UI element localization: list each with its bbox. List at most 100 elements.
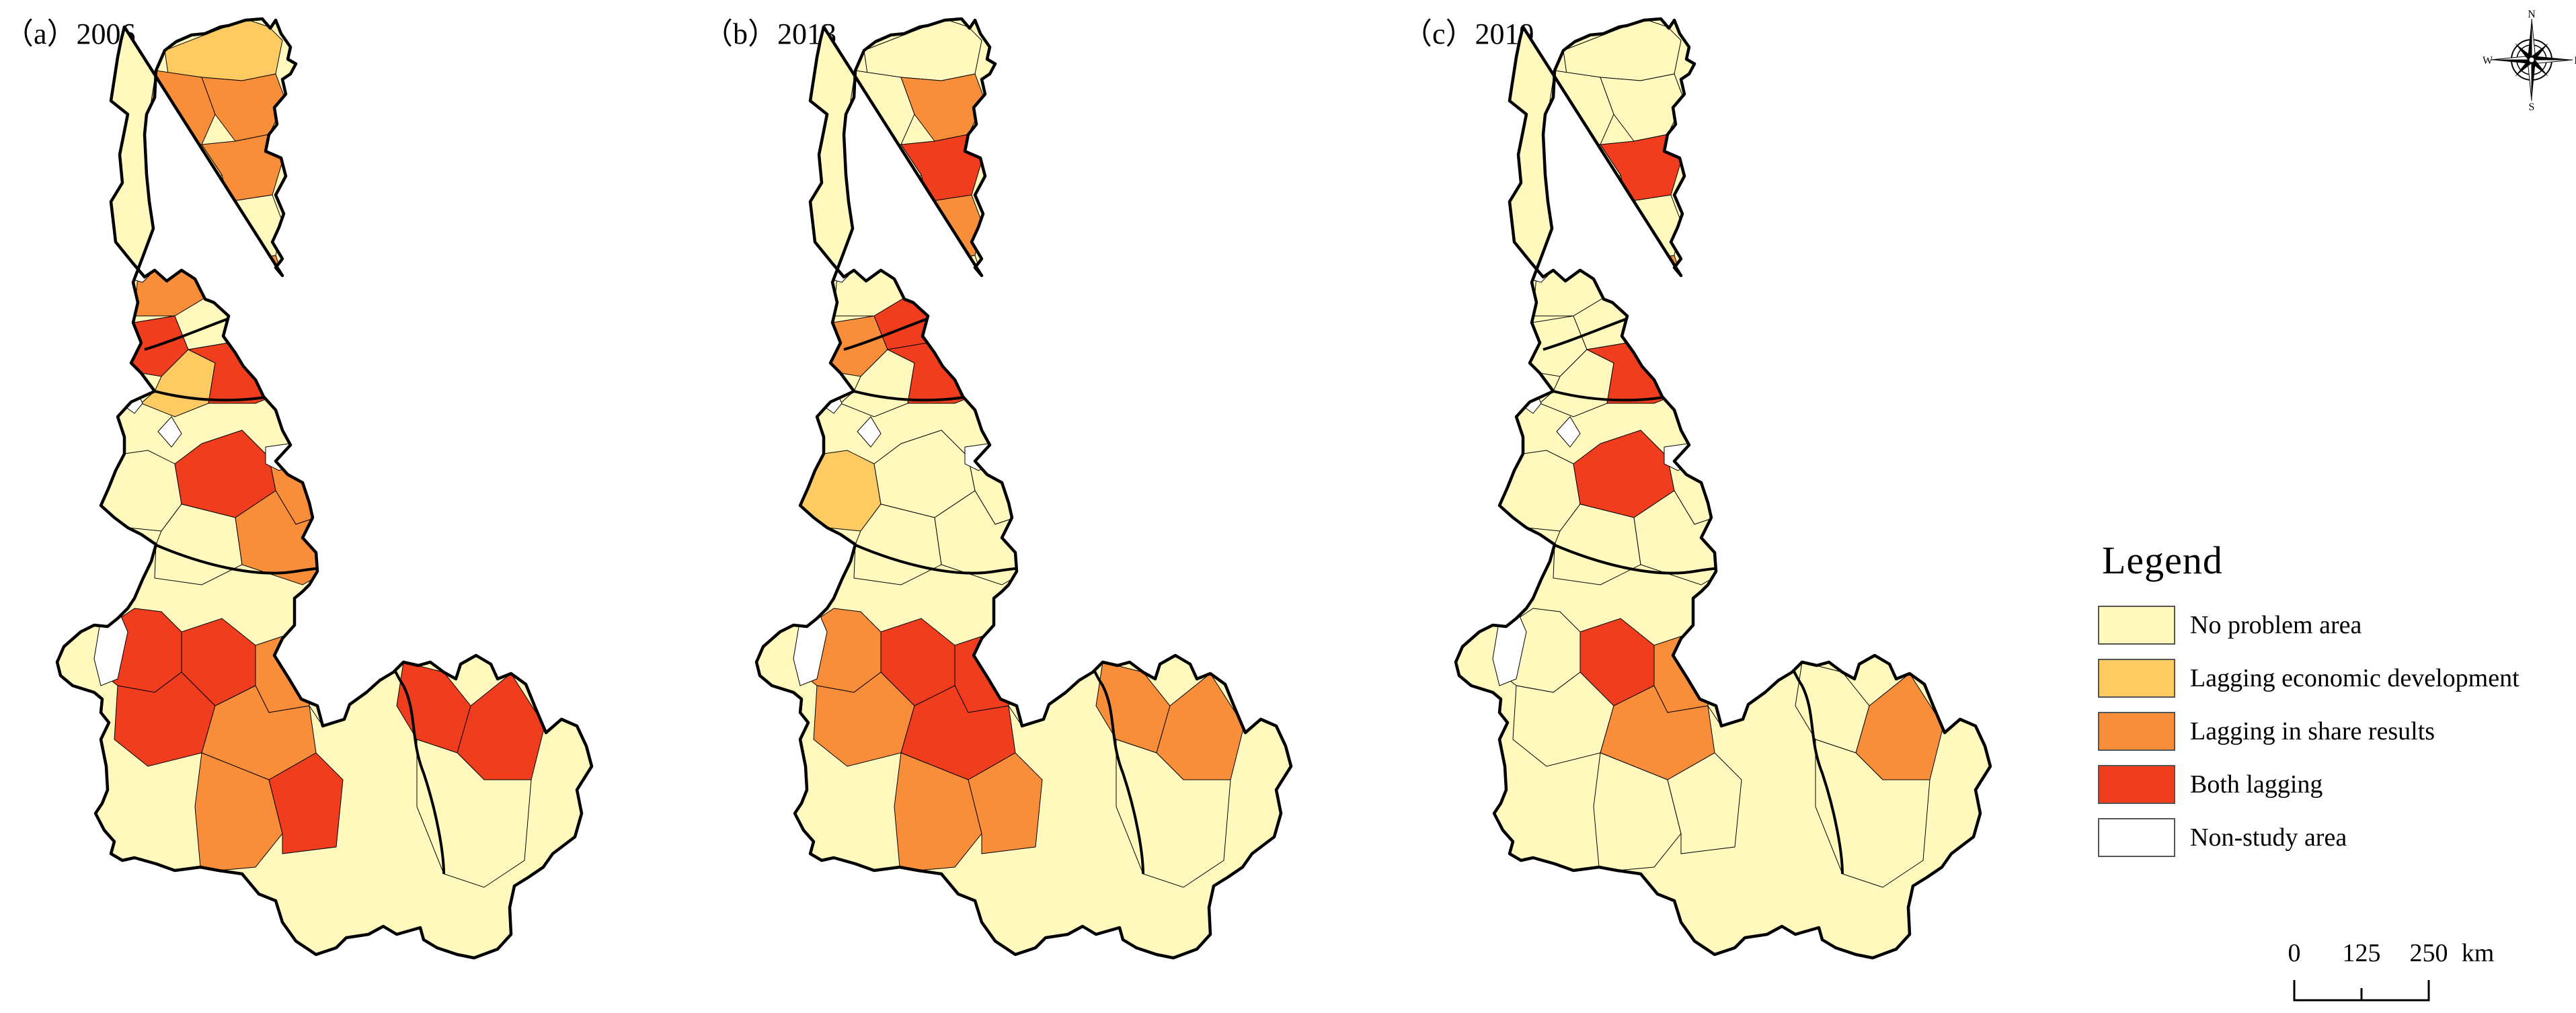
legend-swatch (2098, 818, 2175, 857)
legend-item: No problem area (2098, 603, 2569, 647)
region-cell (1499, 450, 1581, 532)
legend-label: Both lagging (2190, 770, 2323, 799)
region-cell (1563, 19, 1682, 81)
region-cell (1667, 752, 1742, 854)
legend-swatch (2098, 659, 2175, 698)
region-cell (1855, 497, 1937, 585)
region-cell (164, 19, 283, 81)
compass-n: N (2528, 9, 2536, 20)
study-area-outline (754, 17, 1293, 960)
region-cell (144, 201, 202, 270)
region-cell (265, 282, 317, 323)
region-cell (1116, 537, 1184, 619)
region-cell (1801, 389, 1883, 471)
region-cell (1774, 403, 1857, 512)
region-cell (1035, 443, 1117, 532)
province-border (1048, 349, 1212, 526)
region-cell (1015, 295, 1077, 364)
region-cell (900, 134, 982, 202)
legend-item: Both lagging (2098, 762, 2569, 807)
region-cell (1183, 456, 1245, 525)
region-cell (376, 403, 458, 512)
region-cell (1102, 463, 1164, 545)
region-cell (1116, 739, 1231, 888)
region-cell (1543, 201, 1601, 270)
region-cell (403, 463, 465, 545)
province-border (1747, 349, 1911, 526)
region-cell (268, 752, 344, 854)
legend-item: Lagging economic development (2098, 656, 2569, 700)
region-cell (968, 752, 1043, 854)
legend-label: Non-study area (2190, 823, 2347, 852)
region-cell (100, 450, 182, 532)
legend-swatch (2098, 765, 2175, 804)
region-cell (1627, 302, 1695, 350)
region-cell (1707, 349, 1776, 404)
map-panel-2013: （b）2013 (699, 0, 1399, 1013)
region-cell (201, 255, 283, 296)
region-cell (1815, 739, 1930, 888)
region-cell (282, 315, 330, 377)
panel-title: （c）2019 (1403, 17, 1534, 50)
region-cell (1048, 342, 1130, 404)
choropleth-map (55, 17, 594, 960)
legend-title: Legend (2102, 538, 2223, 582)
region-cell (1815, 537, 1883, 619)
region-cell (964, 282, 1016, 323)
region-cell (457, 497, 539, 585)
region-cell (483, 456, 545, 525)
compass-w: W (2483, 55, 2493, 67)
region-cell (1747, 342, 1830, 404)
province-border (1021, 591, 1067, 693)
region-cell (1680, 315, 1729, 377)
region-cell (1801, 463, 1863, 545)
region-cell (863, 19, 982, 81)
region-cell (799, 450, 882, 532)
region-cell (235, 268, 310, 317)
region-cell (201, 194, 283, 263)
legend-label: Lagging economic development (2190, 664, 2520, 692)
region-cell (1075, 403, 1157, 512)
region-cell (336, 510, 424, 606)
region-cell (1035, 510, 1124, 606)
map-panel-2019: （c）2019 (1399, 0, 2098, 1013)
region-cell (342, 295, 418, 357)
choropleth-map (754, 17, 1293, 960)
panel-title: （b）2013 (703, 17, 836, 50)
non-study-area (1556, 416, 1581, 448)
legend-swatch (2098, 712, 2175, 751)
region-cell (1600, 194, 1682, 263)
scale-bar: 0 125 250 km (2288, 939, 2495, 1002)
region-cell (416, 739, 532, 888)
province-border (321, 591, 368, 693)
compass-e: E (2574, 55, 2576, 67)
legend-item: Lagging in share results (2098, 709, 2569, 754)
legend-label: No problem area (2190, 611, 2362, 639)
compass-s: S (2529, 102, 2535, 110)
legend-label: Lagging in share results (2190, 717, 2435, 745)
region-cell (1734, 510, 1823, 606)
study-area-outline (1454, 17, 1992, 960)
scale-tick-125: 125 (2343, 939, 2381, 967)
region-cell (934, 268, 1009, 317)
region-cell (843, 201, 902, 270)
region-cell (1734, 443, 1816, 532)
region-cell (900, 194, 982, 263)
region-cell (900, 255, 982, 296)
region-cell (416, 537, 485, 619)
region-cell (228, 302, 297, 350)
legend: Legend No problem area Lagging economic … (2098, 538, 2569, 868)
scale-tick-0: 0 (2288, 939, 2301, 967)
region-cell (1882, 456, 1944, 525)
region-cell (315, 295, 377, 364)
region-cell (1102, 389, 1184, 471)
legend-swatch (2098, 606, 2175, 645)
map-panel-2006: （a）2006 (0, 0, 699, 1013)
scale-tick-250: 250 (2410, 939, 2448, 967)
panel-title: （a）2006 (4, 17, 136, 50)
choropleth-map (1454, 17, 1992, 960)
province-border (1693, 389, 1743, 485)
region-cell (981, 315, 1029, 377)
scale-unit: km (2462, 939, 2495, 967)
province-border (348, 349, 512, 526)
